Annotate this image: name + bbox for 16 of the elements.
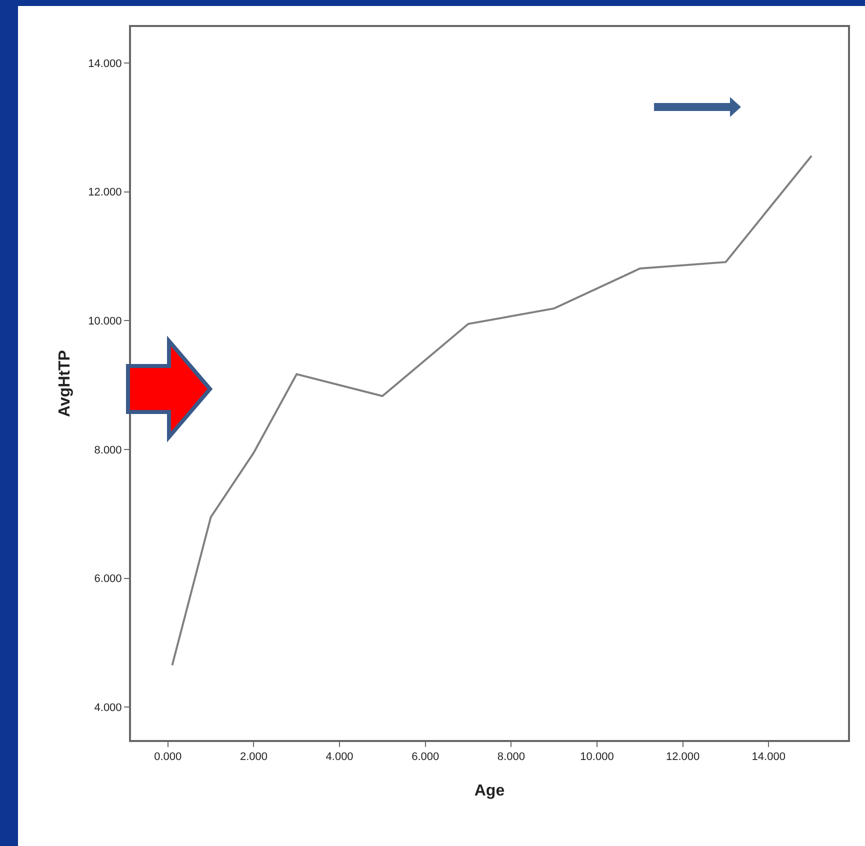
y-axis-title: AvgHtTP — [56, 350, 74, 417]
y-tick-label: 12.000 — [88, 186, 122, 199]
x-tick-label: 14.000 — [752, 751, 786, 764]
x-tick-label: 6.000 — [412, 751, 440, 764]
x-tick-label: 0.000 — [154, 751, 182, 764]
x-tick-label: 8.000 — [497, 751, 525, 764]
y-tick-label: 6.000 — [94, 573, 122, 586]
x-tick-label: 4.000 — [326, 751, 354, 764]
x-tick-label: 10.000 — [580, 751, 614, 764]
y-tick-label: 10.000 — [88, 316, 122, 328]
y-tick-label: 4.000 — [94, 702, 122, 714]
x-axis-title: Age — [474, 782, 505, 800]
y-tick-label: 14.000 — [88, 58, 122, 70]
x-tick-label: 2.000 — [240, 751, 268, 764]
x-tick-label: 12.000 — [666, 751, 700, 764]
y-tick-label: 8.000 — [94, 444, 122, 456]
